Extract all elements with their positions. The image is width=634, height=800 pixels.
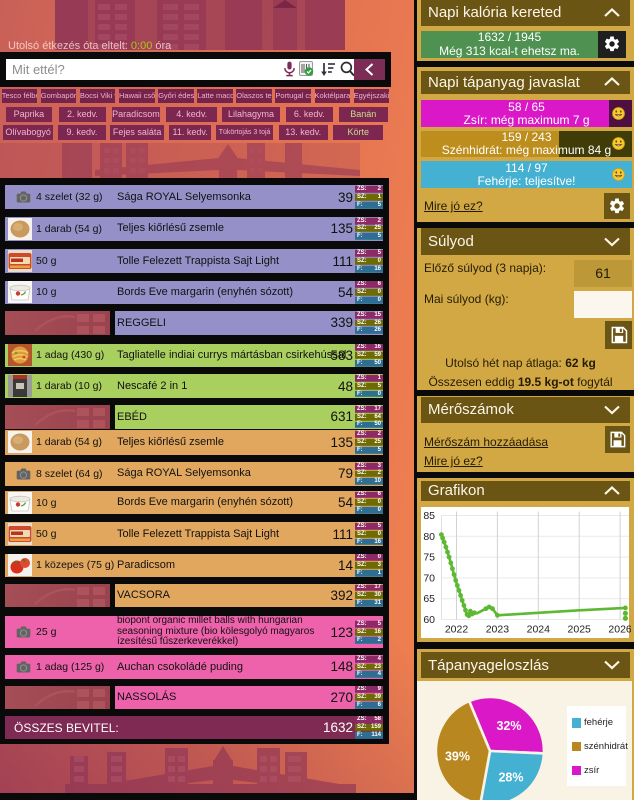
svg-text:80: 80 xyxy=(423,530,435,542)
svg-text:2022: 2022 xyxy=(444,623,468,635)
svg-text:2026: 2026 xyxy=(608,623,631,635)
svg-text:28%: 28% xyxy=(498,771,523,785)
svg-text:39%: 39% xyxy=(445,750,470,764)
svg-text:85: 85 xyxy=(423,510,435,522)
svg-text:32%: 32% xyxy=(496,719,521,733)
svg-text:2025: 2025 xyxy=(567,623,591,635)
svg-text:2023: 2023 xyxy=(485,623,509,635)
svg-text:60: 60 xyxy=(423,614,435,626)
svg-text:70: 70 xyxy=(423,572,435,584)
svg-text:65: 65 xyxy=(423,593,435,605)
svg-text:2024: 2024 xyxy=(526,623,550,635)
svg-text:75: 75 xyxy=(423,551,435,563)
